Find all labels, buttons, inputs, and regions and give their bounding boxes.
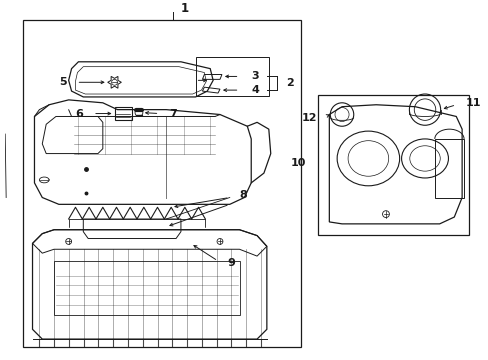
Bar [317,95,468,235]
Text: 10: 10 [290,158,305,168]
Bar [195,57,268,96]
Text: 2: 2 [286,78,293,88]
Text: 4: 4 [251,85,259,95]
Text: 6: 6 [75,109,83,118]
Text: 3: 3 [251,71,258,81]
Text: 7: 7 [169,109,177,118]
Text: 9: 9 [227,258,235,268]
Text: 8: 8 [239,190,247,199]
Bar [23,20,301,347]
Text: 12: 12 [302,113,317,123]
Text: 5: 5 [59,77,66,87]
Text: 1: 1 [181,1,188,15]
Text: 11: 11 [465,98,481,108]
Bar [114,107,132,120]
